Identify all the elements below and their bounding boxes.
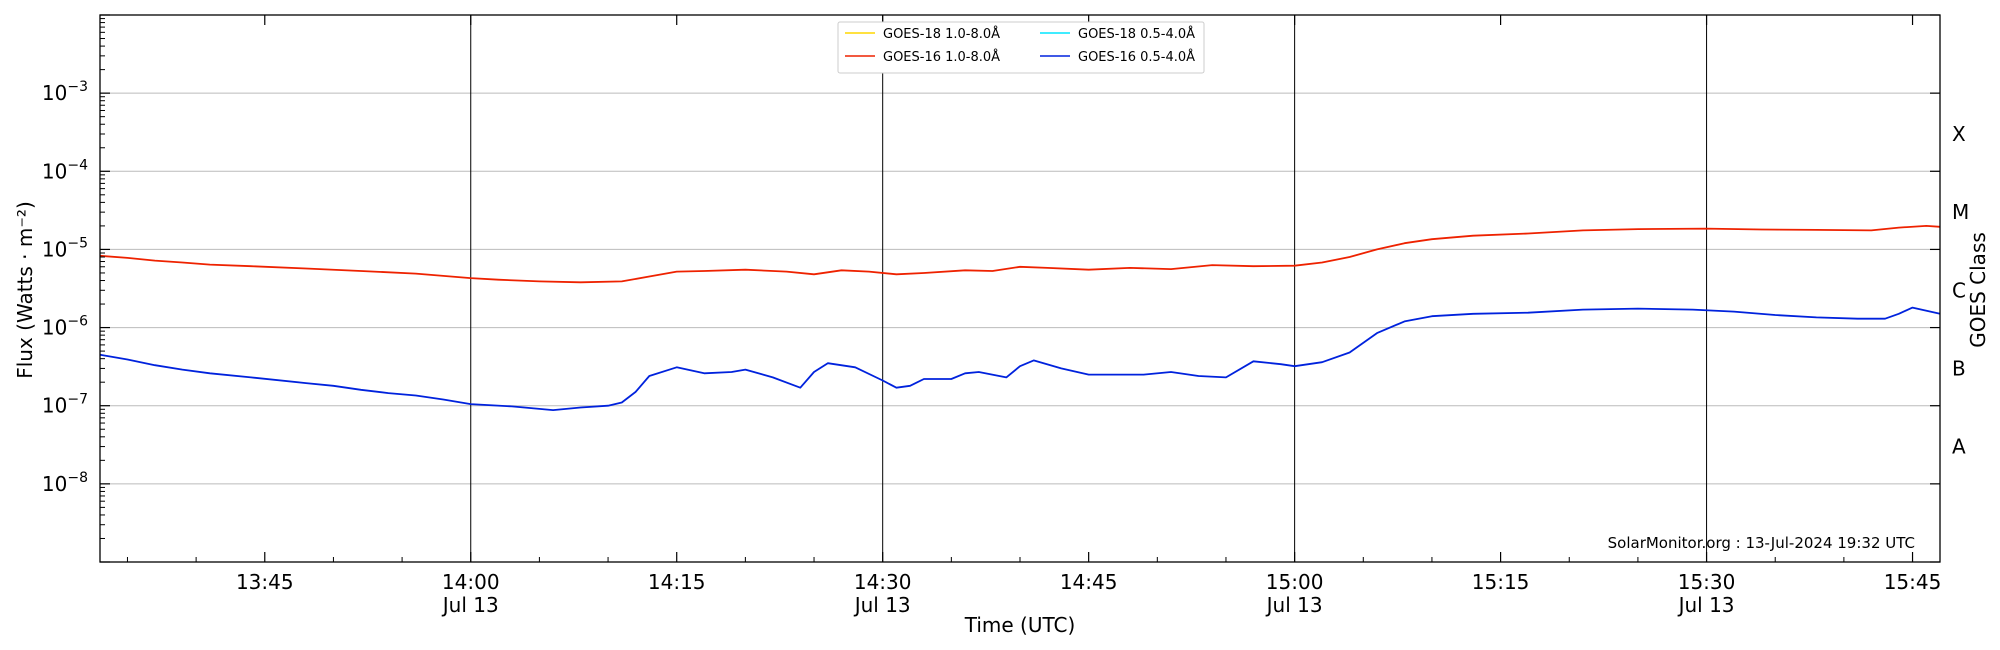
axis-ticks (100, 14, 1940, 563)
x-tick-label: 15:30 (1678, 570, 1736, 594)
goes-class-a: A (1952, 435, 1966, 459)
goes-class-x: X (1952, 122, 1966, 146)
goes-class-labels: A B C M X (1952, 122, 1969, 459)
goes-class-b: B (1952, 356, 1966, 380)
x-tick-label: 14:15 (648, 570, 706, 594)
y2-axis-title: GOES Class (1966, 232, 1990, 348)
legend-label: GOES-18 1.0-8.0Å (883, 26, 1000, 42)
y-tick-label: 10−3 (42, 79, 88, 105)
x-tick-label: 15:00 (1266, 570, 1324, 594)
x-tick-label: 15:15 (1472, 570, 1530, 594)
legend-items: GOES-18 1.0-8.0Å GOES-16 1.0-8.0Å GOES-18 … (845, 26, 1195, 65)
legend-label: GOES-16 0.5-4.0Å (1078, 49, 1195, 65)
series-line-2 (99, 225, 1941, 284)
x-tick-label: 15:45 (1884, 570, 1942, 594)
x-tick-date-label: Jul 13 (1677, 593, 1735, 617)
goes-class-m: M (1952, 200, 1969, 224)
day-marker-lines (470, 15, 1708, 562)
y-tick-labels: 10−8 10−7 10−6 10−5 10−4 10−3 (42, 79, 88, 496)
legend: GOES-18 1.0-8.0Å GOES-16 1.0-8.0Å GOES-18 … (837, 21, 1205, 74)
grid-lines (100, 92, 1940, 485)
plot-frame (99, 14, 1941, 563)
y-tick-label: 10−6 (42, 314, 88, 340)
x-tick-label: 13:45 (236, 570, 294, 594)
legend-label: GOES-18 0.5-4.0Å (1078, 26, 1195, 42)
legend-box (837, 21, 1205, 74)
x-axis-title: Time (UTC) (964, 613, 1076, 637)
y-tick-label: 10−8 (42, 470, 88, 496)
source-footer: SolarMonitor.org : 13-Jul-2024 19:32 UTC (1608, 534, 1915, 552)
y-axis-title: Flux (Watts · m⁻²) (13, 201, 37, 379)
y-tick-label: 10−7 (42, 392, 88, 418)
x-tick-label: 14:30 (854, 570, 912, 594)
series-line-3 (99, 306, 1941, 411)
series-lines (99, 225, 1941, 411)
x-tick-label: 14:00 (442, 570, 500, 594)
goes-class-c: C (1952, 278, 1966, 302)
legend-label: GOES-16 1.0-8.0Å (883, 49, 1000, 65)
x-tick-date-label: Jul 13 (441, 593, 499, 617)
x-tick-label: 14:45 (1060, 570, 1118, 594)
y-tick-label: 10−4 (42, 157, 88, 183)
x-tick-date-label: Jul 13 (1265, 593, 1323, 617)
y-tick-label: 10−5 (42, 235, 88, 261)
x-tick-date-label: Jul 13 (853, 593, 911, 617)
